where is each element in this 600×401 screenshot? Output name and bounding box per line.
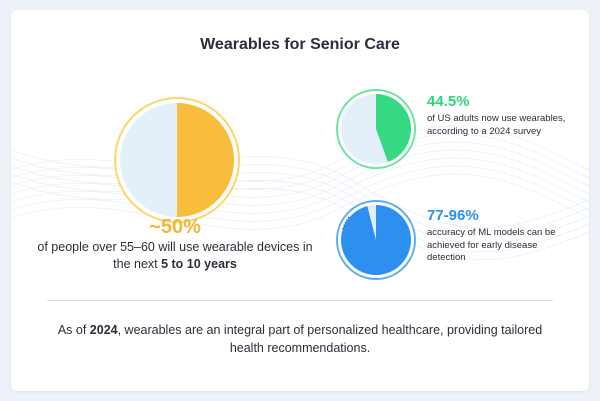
footer-text-end: , wearables are an integral part of pers…	[117, 323, 543, 355]
accuracy-stat-description: accuracy of ML models can be achieved fo…	[427, 227, 556, 263]
accuracy-stat-value: 77-96%	[427, 207, 479, 224]
page-title: Wearables for Senior Care	[200, 36, 400, 53]
main-stat-slice	[177, 103, 234, 217]
adoption-stat-value: 44.5%	[427, 93, 470, 110]
half-pie-chart-icon	[114, 97, 240, 223]
accuracy-stat-slice	[341, 205, 412, 275]
main-stat-description: of people over 55–60 will use wearable d…	[31, 239, 319, 273]
main-stat-value: ~50%	[149, 216, 201, 238]
adoption-stat-description: of US adults now use wearables, accordin…	[427, 113, 566, 137]
section-divider	[47, 300, 553, 301]
footer-note: As of 2024, wearables are an integral pa…	[41, 321, 559, 357]
footer-year: 2024	[89, 323, 118, 337]
main-stat-desc-emphasis: 5 to 10 years	[161, 257, 237, 271]
main-stat-desc-text: of people over 55–60 will use wearable d…	[37, 240, 313, 271]
accuracy-pie-icon	[336, 200, 416, 280]
adoption-pie-icon	[336, 89, 416, 169]
adoption-stat-slice	[376, 94, 412, 162]
infographic-card: Wearables for Senior Care ~50% of people…	[11, 10, 589, 391]
footer-text-start: As of	[57, 323, 90, 337]
